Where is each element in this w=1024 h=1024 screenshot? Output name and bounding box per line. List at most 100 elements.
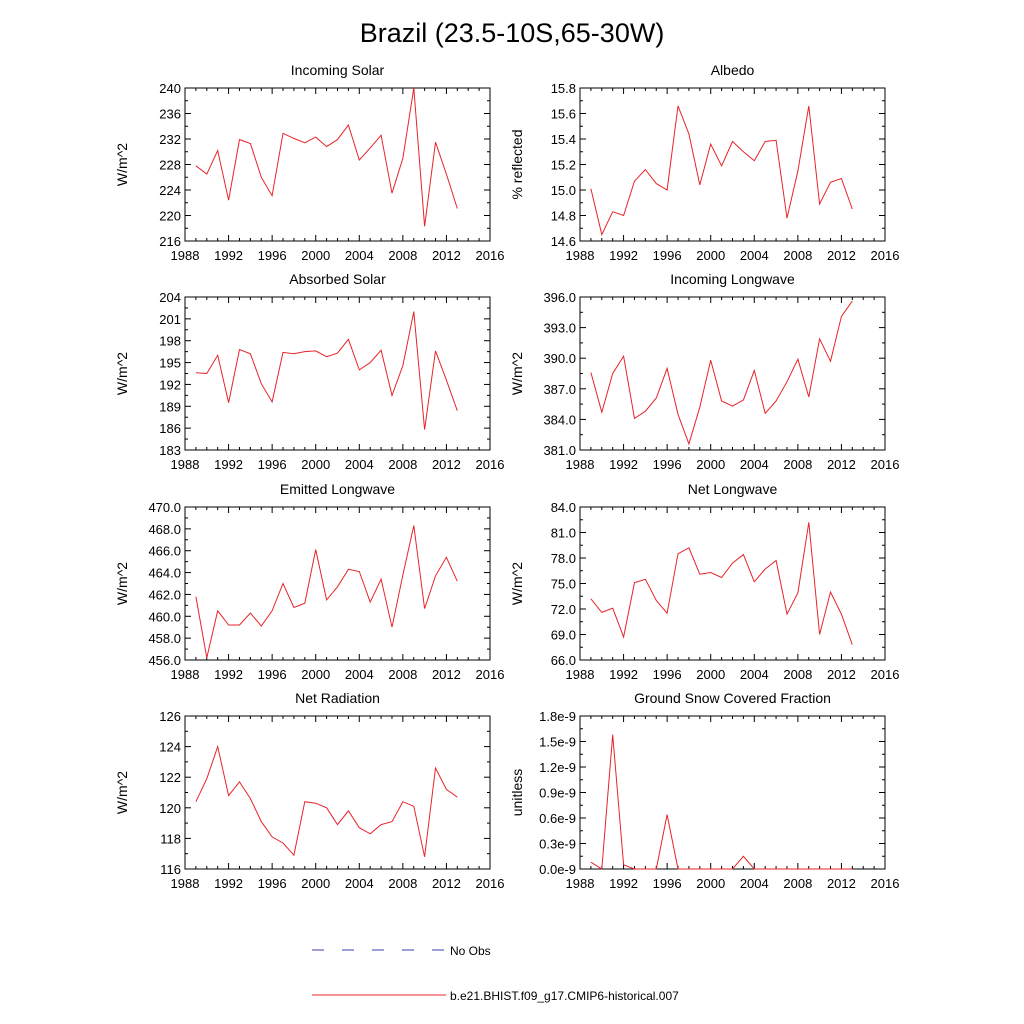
series-line-0 — [590, 734, 853, 870]
x-tick-label: 2008 — [783, 248, 812, 263]
y-tick-label: 15.2 — [551, 158, 576, 173]
x-tick-label: 1988 — [171, 457, 200, 472]
y-tick-label: 1.2e-9 — [539, 760, 576, 775]
series-line-0 — [590, 300, 853, 446]
plot-frame — [579, 87, 886, 242]
y-tick-label: 69.0 — [551, 628, 576, 643]
y-tick-label: 224 — [159, 183, 181, 198]
y-tick-label: 0.3e-9 — [539, 837, 576, 852]
chart-title: Emitted Longwave — [280, 481, 395, 497]
x-tick-label: 2016 — [871, 248, 900, 263]
y-tick-label: 72.0 — [551, 602, 576, 617]
x-tick-label: 1988 — [566, 667, 595, 682]
y-axis-label: W/m^2 — [114, 771, 130, 814]
x-tick-label: 2016 — [476, 248, 505, 263]
y-tick-label: 464.0 — [148, 566, 181, 581]
y-tick-label: 126 — [159, 709, 181, 724]
x-tick-label: 2004 — [740, 667, 769, 682]
series-line-0 — [195, 311, 458, 430]
chart-panel-4: Emitted Longwave 1988 1992 1996 2000 2004 2008… — [114, 481, 504, 682]
y-tick-label: 466.0 — [148, 544, 181, 559]
x-tick-label: 1988 — [171, 667, 200, 682]
y-axis-label: W/m^2 — [509, 352, 525, 395]
y-tick-label: 75.0 — [551, 577, 576, 592]
y-tick-label: 81.0 — [551, 526, 576, 541]
y-tick-label: 192 — [159, 377, 181, 392]
x-tick-label: 2008 — [388, 667, 417, 682]
y-tick-label: 396.0 — [543, 290, 576, 305]
y-tick-label: 220 — [159, 209, 181, 224]
x-tick-label: 2016 — [476, 457, 505, 472]
y-tick-label: 201 — [159, 312, 181, 327]
plot-frame — [579, 296, 886, 451]
y-tick-label: 381.0 — [543, 443, 576, 458]
series-line-0 — [590, 522, 853, 645]
legend-label-no-obs: No Obs — [450, 944, 491, 958]
y-tick-label: 198 — [159, 334, 181, 349]
x-tick-label: 1992 — [609, 457, 638, 472]
y-tick-label: 116 — [160, 862, 181, 877]
x-tick-label: 1996 — [258, 457, 287, 472]
y-tick-label: 458.0 — [148, 631, 181, 646]
x-tick-label: 2016 — [476, 876, 505, 891]
x-tick-label: 2000 — [301, 248, 330, 263]
y-tick-label: 468.0 — [148, 522, 181, 537]
x-tick-label: 2012 — [827, 667, 856, 682]
y-tick-label: 14.6 — [551, 234, 576, 249]
plot-frame — [579, 506, 886, 661]
x-tick-label: 2000 — [301, 667, 330, 682]
y-tick-label: 15.4 — [551, 132, 576, 147]
plot-frame — [579, 715, 886, 870]
x-tick-label: 1992 — [609, 667, 638, 682]
x-tick-label: 2004 — [345, 667, 374, 682]
x-tick-label: 1996 — [258, 876, 287, 891]
x-tick-label: 1988 — [566, 876, 595, 891]
chart-title: Net Radiation — [295, 690, 380, 706]
x-tick-label: 2016 — [871, 876, 900, 891]
x-tick-label: 2012 — [827, 876, 856, 891]
y-tick-label: 204 — [159, 290, 181, 305]
y-tick-label: 66.0 — [551, 653, 576, 668]
x-tick-label: 1996 — [653, 457, 682, 472]
y-tick-label: 15.6 — [551, 107, 576, 122]
y-tick-label: 460.0 — [148, 609, 181, 624]
y-axis-label: W/m^2 — [509, 562, 525, 605]
x-tick-label: 2008 — [388, 248, 417, 263]
plot-frame — [184, 87, 491, 242]
y-axis-label: unitless — [509, 769, 525, 816]
x-tick-label: 2004 — [740, 457, 769, 472]
x-tick-label: 2016 — [871, 457, 900, 472]
x-tick-label: 1988 — [566, 457, 595, 472]
y-tick-label: 216 — [159, 234, 181, 249]
y-tick-label: 1.5e-9 — [539, 735, 576, 750]
y-tick-label: 118 — [160, 831, 181, 846]
x-tick-label: 2008 — [388, 876, 417, 891]
legend: No Obs b.e21.BHIST.f09_g17.CMIP6-histori… — [312, 944, 679, 1003]
y-tick-label: 15.0 — [551, 183, 576, 198]
x-tick-label: 1992 — [214, 876, 243, 891]
x-tick-label: 2008 — [388, 457, 417, 472]
x-tick-label: 2012 — [432, 667, 461, 682]
y-tick-label: 228 — [159, 158, 181, 173]
x-tick-label: 2012 — [827, 248, 856, 263]
series-line-0 — [590, 105, 853, 237]
x-tick-label: 1992 — [214, 457, 243, 472]
y-axis-label: % reflected — [509, 129, 525, 199]
x-tick-label: 2000 — [696, 248, 725, 263]
y-axis-label: W/m^2 — [114, 143, 130, 186]
y-tick-label: 15.8 — [551, 81, 576, 96]
x-tick-label: 1988 — [171, 248, 200, 263]
x-tick-label: 2016 — [476, 667, 505, 682]
x-tick-label: 2012 — [827, 457, 856, 472]
y-tick-label: 189 — [159, 399, 181, 414]
y-tick-label: 14.8 — [551, 209, 576, 224]
x-tick-label: 2000 — [696, 876, 725, 891]
chart-title: Net Longwave — [688, 481, 778, 497]
x-tick-label: 1992 — [609, 248, 638, 263]
x-tick-label: 1996 — [258, 667, 287, 682]
y-tick-label: 236 — [159, 107, 181, 122]
x-tick-label: 2012 — [432, 876, 461, 891]
y-tick-label: 183 — [159, 443, 181, 458]
y-axis-label: W/m^2 — [114, 562, 130, 605]
